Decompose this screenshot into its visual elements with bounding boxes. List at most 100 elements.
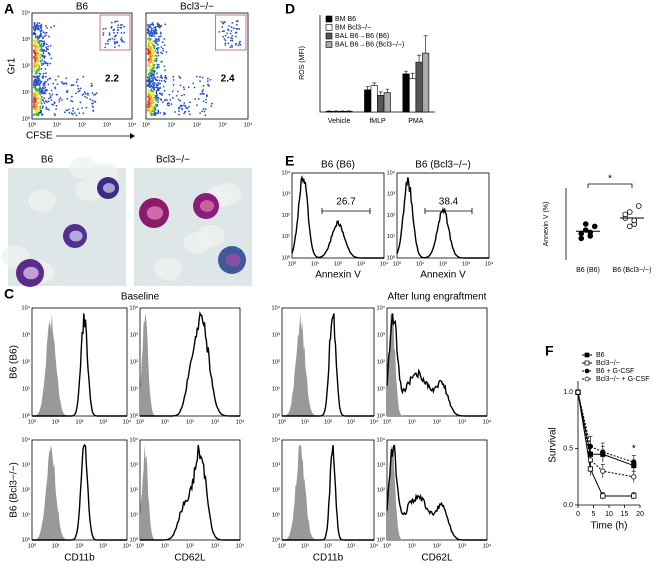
cell-event [81, 107, 84, 109]
cell-event [201, 90, 204, 93]
cell-event [44, 92, 47, 95]
cell-event [52, 103, 54, 106]
y-tick-label: 10⁰ [130, 536, 139, 543]
cell-event [41, 75, 44, 78]
cell-event [149, 55, 152, 58]
data-point [622, 211, 629, 218]
cell-event [157, 51, 160, 54]
y-tick-label: 10¹ [272, 386, 280, 392]
cell-event [181, 107, 183, 110]
cell-event [40, 60, 42, 63]
cell-event [158, 92, 161, 95]
cell-event [176, 90, 179, 93]
cell-event [151, 113, 154, 116]
cell-event [48, 35, 50, 38]
bar [332, 111, 340, 113]
cell-event [183, 102, 186, 104]
cell-event [146, 52, 149, 55]
cell-event [149, 41, 152, 43]
cell-event [148, 81, 151, 84]
cell-event [40, 67, 43, 70]
x-tick-label: PMA [408, 118, 424, 125]
y-tick-label: 10⁴ [22, 9, 31, 16]
cell-event [40, 92, 43, 95]
cell-event [156, 40, 158, 43]
x-tick-label: 10³ [462, 261, 470, 267]
cell-event [120, 31, 123, 34]
cell-event [152, 101, 155, 104]
y-tick-label: 10⁴ [377, 304, 386, 311]
x-tick-label: B6 (B6) [576, 267, 600, 274]
cell-event [210, 102, 213, 105]
cell-event [155, 32, 158, 35]
bar [422, 52, 430, 113]
cell-event [148, 78, 151, 81]
cell-event [223, 30, 225, 32]
cell-event [58, 100, 61, 103]
cell-event [42, 36, 45, 39]
cell-event [175, 94, 178, 97]
cell-event [45, 24, 47, 27]
cell-event [41, 89, 44, 92]
cell-event [150, 90, 153, 93]
cell-event [148, 45, 151, 48]
cell-event [45, 34, 47, 37]
cell-event [37, 75, 39, 78]
cell-event [150, 105, 152, 107]
nucleus [225, 253, 241, 267]
cell-event [152, 64, 155, 67]
cell-event [37, 60, 40, 63]
cell-event [32, 82, 35, 85]
cell-event [35, 49, 38, 51]
marker [631, 493, 637, 499]
cell-event [220, 20, 223, 23]
cell-event [42, 31, 45, 34]
gate [99, 14, 131, 51]
cell-event [71, 113, 74, 116]
cell-event [149, 53, 152, 56]
cell-event [229, 46, 232, 49]
cell-event [155, 104, 157, 106]
cell-event [164, 69, 166, 72]
cell-event [34, 36, 37, 39]
cell-event [147, 38, 149, 40]
y-tick-label: 10³ [272, 462, 280, 468]
cell-event [114, 42, 116, 45]
cell-event [153, 46, 155, 49]
cell-event [40, 95, 43, 98]
cell-event [147, 57, 150, 60]
cell-event [156, 76, 159, 79]
cell-event [237, 44, 240, 47]
y-tick-label: 10¹ [22, 90, 30, 96]
cell-event [34, 57, 37, 60]
cell-event [33, 50, 35, 53]
cell-event [93, 93, 95, 96]
cell-event [36, 35, 39, 38]
cell-event [150, 72, 153, 75]
cell-event [32, 105, 35, 108]
x-tick-label: 10⁰ [28, 542, 37, 549]
cell-event [158, 79, 161, 82]
cell-event [205, 98, 207, 101]
cell-event [164, 23, 167, 26]
histogram [282, 313, 374, 417]
cell-event [33, 104, 36, 106]
cell-event [148, 90, 151, 93]
cell-event [33, 80, 35, 83]
cell-event [183, 93, 186, 96]
cell-event [154, 26, 156, 29]
x-tick-label: 10⁴ [123, 542, 132, 549]
y-tick-label: 10⁰ [377, 412, 386, 419]
cell-event [152, 44, 155, 47]
x-tick-label: 10⁰ [393, 260, 402, 267]
x-tick-label: 10² [439, 261, 447, 267]
cell-event [38, 34, 41, 37]
x-tick-label: 10⁰ [136, 542, 145, 549]
cell-event [34, 60, 37, 63]
cell-event [149, 45, 152, 48]
cell-event [153, 102, 155, 105]
cell-event [104, 27, 107, 30]
cell-event [156, 72, 158, 75]
x-tick-label: 10⁴ [128, 121, 137, 128]
cell-event [40, 23, 43, 26]
